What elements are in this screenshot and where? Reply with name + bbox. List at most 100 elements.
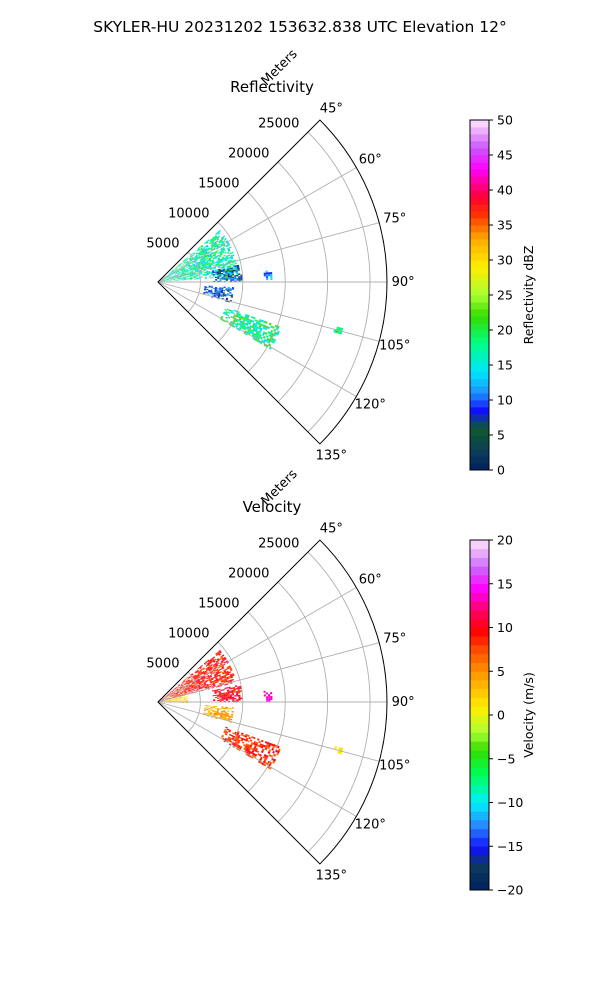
echo-cell [193,677,197,680]
echo-cell [269,272,273,275]
echo-cell [261,744,265,747]
colorbar-tick-label: 25 [497,288,513,303]
echo-cell [209,675,213,678]
echo-cell [227,243,231,247]
echo-cell [264,741,268,744]
echo-cell [215,671,218,674]
echo-cell [181,265,184,268]
echo-cell [205,255,208,258]
echo-cell [168,273,171,275]
echo-cell [177,699,180,700]
echo-cell [170,692,173,694]
echo-cell [214,261,217,264]
echo-cell [243,747,246,751]
echo-cell [188,261,192,264]
echo-cell [244,330,248,333]
echo-cell [228,671,232,674]
echo-cell [225,316,228,319]
echo-cell [190,270,193,272]
echo-cell [234,275,237,277]
echo-cell [232,745,236,748]
echo-cell [226,265,229,268]
echo-cell [254,745,257,748]
echo-region [333,326,344,335]
echo-cell [228,715,231,718]
echo-cell [186,686,189,688]
echo-cell [245,319,248,322]
echo-cell [193,265,196,267]
echo-cell [223,286,226,288]
echo-cell [210,273,214,275]
echo-cell [177,279,180,281]
echo-cell [232,698,235,700]
echo-cell [205,292,208,294]
echo-cell [190,679,193,682]
echo-cell [239,321,242,325]
echo-cell [180,692,183,694]
echo-cell [226,670,229,673]
echo-cell [217,275,220,277]
echo-cell [176,696,180,698]
echo-cell [213,257,216,260]
echo-cell [185,263,188,266]
echo-cell [218,692,221,694]
echo-cell [210,684,214,686]
echo-cell [174,695,177,697]
echo-cell [218,690,221,693]
echo-cell [168,693,171,695]
echo-cell [235,266,238,269]
echo-cell [233,689,236,692]
echo-cell [262,326,266,330]
echo-cell [237,735,240,739]
echo-cell [198,262,202,264]
echo-cell [182,682,185,685]
echo-cell [213,293,217,296]
echo-cell [175,692,178,695]
echo-cell [218,270,221,273]
echo-cell [196,253,199,256]
echo-cell [229,690,232,692]
echo-cell [165,695,168,698]
echo-cell [199,265,203,267]
echo-cell [198,246,202,249]
azimuth-tick-label: 60° [359,152,382,167]
echo-cell [210,682,213,684]
echo-cell [223,692,226,694]
echo-cell [256,330,260,334]
echo-cell [205,266,208,269]
echo-cell [227,273,230,275]
echo-cell [216,238,220,241]
grid-layer [157,131,387,433]
echo-cell [176,274,179,276]
echo-cell [173,279,176,281]
echo-cell [222,259,225,261]
echo-cell [197,263,200,266]
colorbar-segment [470,456,489,464]
echo-cell [225,680,228,683]
echo-cell [188,264,191,267]
echo-cell [194,687,197,689]
echo-cell [172,271,175,273]
echo-cell [207,674,210,677]
echo-cell [206,259,210,262]
echo-cell [210,660,214,664]
echo-cell [178,694,181,696]
echo-cell [220,711,223,714]
echo-cell [224,737,228,741]
echo-cell [198,686,201,689]
echo-cell [172,276,175,278]
echo-cell [201,263,204,266]
echo-cell [256,319,259,323]
echo-cell [196,682,199,684]
echo-cell [235,270,238,273]
echo-cell [259,327,263,331]
echo-cell [204,273,207,275]
echo-cell [178,688,181,690]
echo-cell [254,749,258,753]
colorbar-segment [470,741,489,751]
echo-cell [174,274,177,276]
echo-cell [214,270,217,272]
echo-cell [184,261,187,264]
echo-cell [204,275,207,277]
echo-cell [180,274,183,276]
